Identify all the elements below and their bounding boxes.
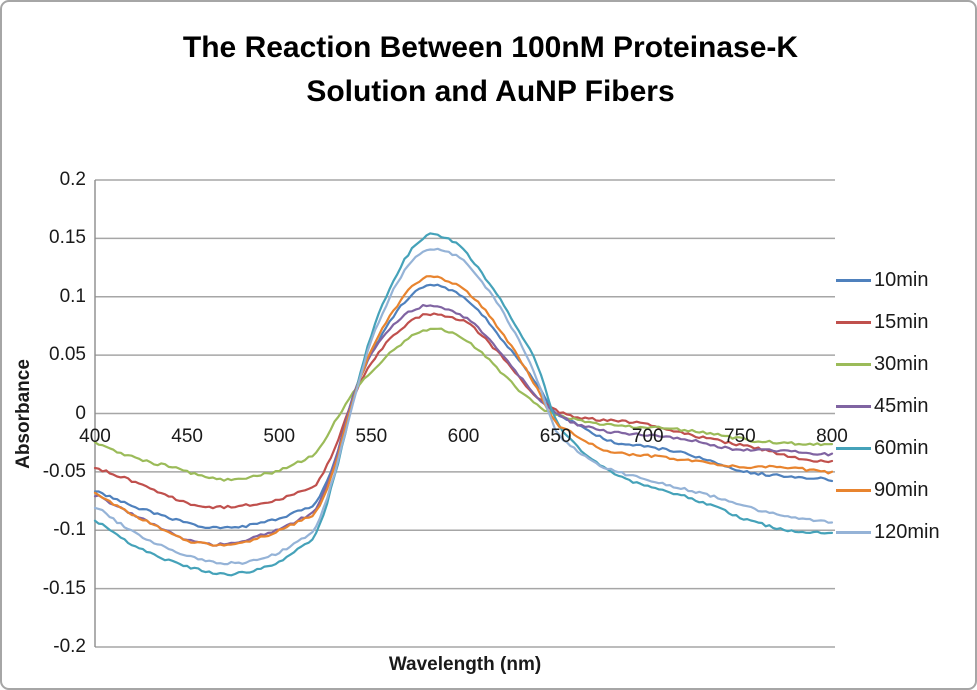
legend-line-swatch bbox=[836, 362, 871, 366]
y-tick-label: 0.2 bbox=[59, 169, 86, 190]
legend-line-swatch bbox=[836, 446, 871, 450]
y-tick-label: -0.1 bbox=[53, 519, 86, 541]
legend-item-45min: 45min bbox=[836, 385, 940, 427]
legend-item-30min: 30min bbox=[836, 343, 940, 385]
legend: 10min 15min 30min 45min 60min 90min 120min bbox=[836, 259, 940, 553]
legend-line-swatch bbox=[836, 530, 871, 534]
legend-label: 45min bbox=[874, 395, 929, 417]
legend-item-90min: 90min bbox=[836, 469, 940, 511]
chart-title-line1: The Reaction Between 100nM Proteinase-K bbox=[182, 31, 799, 64]
x-tick-label: 750 bbox=[724, 426, 756, 447]
legend-item-120min: 120min bbox=[836, 511, 940, 553]
y-tick-label: -0.15 bbox=[42, 577, 86, 599]
y-tick-label: -0.2 bbox=[53, 636, 86, 657]
x-tick-label: 500 bbox=[263, 426, 296, 447]
legend-label: 120min bbox=[874, 521, 940, 543]
legend-item-60min: 60min bbox=[836, 427, 940, 469]
x-tick-label: 600 bbox=[447, 426, 480, 447]
y-axis-title: Absorbance bbox=[13, 359, 34, 469]
y-tick-label: 0 bbox=[75, 402, 86, 424]
legend-label: 15min bbox=[874, 311, 929, 333]
chart-title-line2: Solution and AuNP Fibers bbox=[306, 75, 675, 108]
legend-line-swatch bbox=[836, 320, 871, 324]
x-tick-label: 700 bbox=[631, 426, 664, 447]
chart-title: The Reaction Between 100nM Proteinase-K … bbox=[2, 26, 975, 114]
series-line-120min bbox=[93, 247, 834, 566]
legend-label: 10min bbox=[874, 269, 929, 291]
series-line-60min bbox=[93, 232, 834, 577]
series-line-15min bbox=[93, 312, 834, 510]
legend-item-10min: 10min bbox=[836, 259, 940, 301]
series-line-90min bbox=[93, 275, 834, 547]
series-line-10min bbox=[93, 283, 834, 530]
x-tick-label: 800 bbox=[816, 426, 848, 447]
series-line-30min bbox=[93, 327, 834, 482]
legend-label: 30min bbox=[874, 353, 929, 375]
y-tick-label: -0.05 bbox=[42, 460, 86, 482]
x-tick-label: 400 bbox=[79, 426, 111, 447]
x-tick-label: 550 bbox=[355, 426, 388, 447]
x-tick-label: 450 bbox=[171, 426, 203, 447]
y-tick-label: 0.1 bbox=[59, 285, 86, 307]
legend-line-swatch bbox=[836, 404, 871, 408]
legend-label: 90min bbox=[874, 479, 929, 501]
y-tick-label: 0.05 bbox=[49, 344, 86, 366]
legend-item-15min: 15min bbox=[836, 301, 940, 343]
x-axis-title: Wavelength (nm) bbox=[388, 654, 542, 675]
y-tick-label: 0.15 bbox=[49, 227, 86, 249]
legend-label: 60min bbox=[874, 437, 929, 459]
x-tick-label: 650 bbox=[539, 426, 572, 447]
legend-line-swatch bbox=[836, 488, 871, 492]
legend-line-swatch bbox=[836, 278, 871, 282]
